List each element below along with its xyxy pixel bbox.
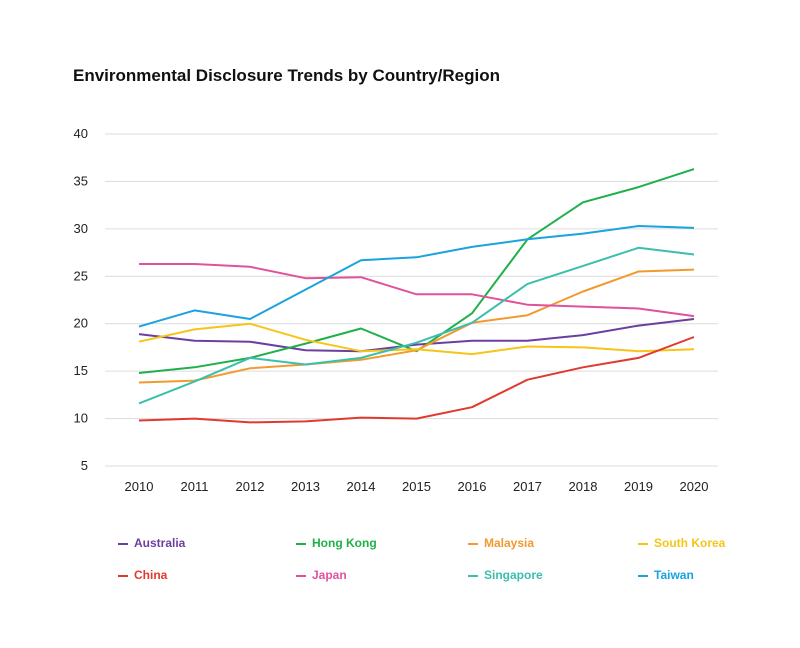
series-lines bbox=[138, 168, 695, 424]
y-tick-label: 40 bbox=[74, 126, 88, 141]
legend-label: Australia bbox=[134, 536, 186, 550]
y-tick-label: 30 bbox=[74, 221, 88, 236]
y-tick-label: 35 bbox=[74, 173, 88, 188]
legend-label: Taiwan bbox=[654, 568, 694, 582]
legend-swatch bbox=[638, 574, 648, 577]
legend-label: Japan bbox=[312, 568, 347, 582]
series-line-south-korea bbox=[138, 322, 695, 356]
legend-swatch bbox=[638, 542, 648, 545]
x-tick-label: 2016 bbox=[458, 479, 487, 494]
y-tick-label: 10 bbox=[74, 411, 88, 426]
legend-item-australia: Australia bbox=[118, 536, 185, 550]
legend-item-china: China bbox=[118, 568, 167, 582]
y-tick-label: 20 bbox=[74, 316, 88, 331]
series-line-taiwan bbox=[138, 225, 695, 328]
x-axis: 2010 2011 2012 2013 2014 2015 2016 2017 2018 2019… bbox=[125, 479, 709, 494]
x-tick-label: 2019 bbox=[624, 479, 653, 494]
legend-swatch bbox=[296, 542, 306, 545]
y-tick-label: 25 bbox=[74, 268, 88, 283]
x-tick-label: 2013 bbox=[291, 479, 320, 494]
series-line-japan bbox=[139, 263, 695, 318]
x-tick-label: 2020 bbox=[680, 479, 709, 494]
legend-swatch bbox=[118, 574, 128, 577]
legend-item-malaysia: Malaysia bbox=[468, 536, 534, 550]
legend-label: Singapore bbox=[484, 568, 543, 582]
legend-item-south-korea: South Korea bbox=[638, 536, 725, 550]
x-tick-label: 2011 bbox=[181, 479, 209, 494]
series-line-australia bbox=[138, 318, 695, 353]
legend-item-taiwan: Taiwan bbox=[638, 568, 694, 582]
legend-swatch bbox=[468, 574, 478, 577]
legend-swatch bbox=[118, 542, 128, 545]
y-axis: 5 10 15 20 25 30 35 40 bbox=[74, 126, 88, 473]
grid-lines bbox=[105, 133, 718, 467]
x-tick-label: 2017 bbox=[513, 479, 542, 494]
x-tick-label: 2015 bbox=[402, 479, 431, 494]
legend-item-singapore: Singapore bbox=[468, 568, 543, 582]
legend-item-japan: Japan bbox=[296, 568, 347, 582]
legend-label: Malaysia bbox=[484, 536, 535, 550]
legend-item-hong-kong: Hong Kong bbox=[296, 536, 377, 550]
legend-label: Hong Kong bbox=[312, 536, 377, 550]
legend-swatch bbox=[468, 542, 478, 545]
y-tick-label: 5 bbox=[81, 458, 88, 473]
legend-swatch bbox=[296, 574, 306, 577]
x-tick-label: 2018 bbox=[569, 479, 598, 494]
chart-title: Environmental Disclosure Trends by Count… bbox=[73, 66, 500, 85]
series-line-china bbox=[138, 336, 695, 424]
legend-label: China bbox=[134, 568, 168, 582]
series-line-singapore bbox=[138, 246, 695, 405]
x-tick-label: 2010 bbox=[125, 479, 154, 494]
legend-label: South Korea bbox=[654, 536, 726, 550]
x-tick-label: 2014 bbox=[347, 479, 376, 494]
y-tick-label: 15 bbox=[74, 363, 88, 378]
x-tick-label: 2012 bbox=[236, 479, 265, 494]
